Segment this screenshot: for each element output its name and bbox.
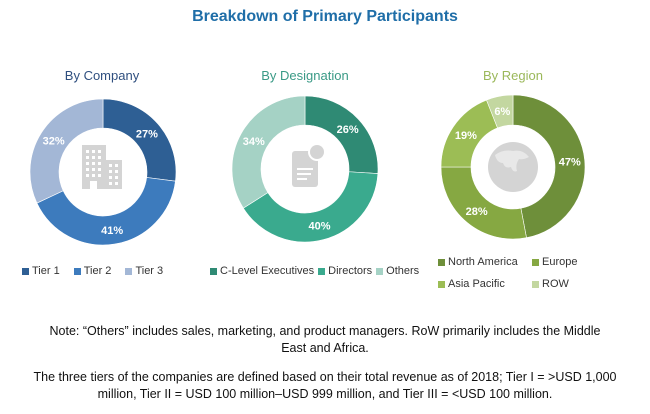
data-label: 40%	[309, 221, 331, 233]
note-line-3: The three tiers of the companies are def…	[33, 370, 617, 384]
building-icon	[82, 145, 122, 189]
data-label: 26%	[337, 124, 359, 136]
legend-label: Europe	[542, 256, 578, 268]
legend-item: Others	[376, 265, 419, 277]
legend-swatch	[532, 281, 539, 288]
note-line-4: million, Tier II = USD 100 million–USD 9…	[97, 387, 553, 401]
legend-swatch	[73, 267, 81, 275]
legend-swatch	[125, 267, 133, 275]
donut-slice-tier-3	[29, 98, 104, 204]
data-label: 27%	[136, 128, 158, 140]
legend-swatch	[210, 267, 217, 275]
legend-label: Tier 3	[135, 265, 164, 277]
donut-slice-north-america	[512, 94, 586, 239]
legend-label: ROW	[542, 278, 569, 290]
legend-item: C-Level Executives	[210, 265, 314, 277]
subtitle-by-company: By Company	[64, 68, 140, 83]
data-label: 19%	[455, 130, 477, 142]
legend-item: Tier 2	[73, 265, 112, 277]
document-icon	[292, 143, 326, 187]
data-label: 6%	[494, 106, 510, 118]
data-label: 32%	[43, 136, 65, 148]
legend-label: Asia Pacific	[448, 278, 505, 290]
legend-item: Tier 3	[125, 265, 163, 277]
legend-item: Tier 1	[22, 265, 60, 277]
subtitle-by-region: By Region	[483, 68, 543, 83]
legend-swatch	[438, 259, 445, 266]
legend-label: Others	[386, 265, 420, 277]
subtitle-by-designation: By Designation	[261, 68, 349, 83]
legend-item: Europe	[532, 252, 624, 273]
note-line-1: Note: “Others” includes sales, marketing…	[49, 324, 601, 338]
legend-item: Asia Pacific	[438, 274, 530, 295]
donut-charts: 27% 41% 32% 26% 40% 34% 47% 28% 19% 6%	[29, 94, 586, 246]
donut-0: 27% 41% 32%	[29, 98, 177, 246]
legend-company: Tier 1 Tier 2 Tier 3	[22, 265, 177, 278]
data-label: 47%	[559, 157, 581, 169]
legend-swatch	[438, 281, 445, 288]
legend-region: North America Europe Asia Pacific ROW	[438, 252, 638, 296]
globe-icon	[488, 142, 538, 192]
donut-1: 26% 40% 34%	[231, 95, 379, 243]
legend-label: C-Level Executives	[220, 265, 315, 277]
legend-designation: C-Level Executives Directors Others	[210, 265, 423, 278]
donut-2: 47% 28% 19% 6%	[440, 94, 586, 240]
legend-swatch	[532, 259, 539, 266]
note-line-2: East and Africa.	[281, 341, 369, 355]
legend-label: Tier 1	[32, 265, 60, 277]
legend-label: Directors	[328, 265, 373, 277]
legend-swatch	[22, 267, 29, 275]
legend-label: Tier 2	[83, 265, 112, 277]
donut-slice-directors	[242, 171, 379, 243]
donut-slice-others	[231, 95, 306, 209]
data-label: 28%	[466, 206, 488, 218]
legend-label: North America	[448, 256, 518, 268]
legend-item: North America	[438, 252, 530, 273]
data-label: 34%	[243, 136, 265, 148]
legend-swatch	[376, 267, 384, 275]
legend-swatch	[318, 267, 326, 275]
legend-item: Directors	[318, 265, 372, 277]
chart-title: Breakdown of Primary Participants	[192, 8, 458, 25]
data-label: 41%	[101, 225, 123, 237]
donut-slice-tier-2	[36, 177, 176, 246]
donut-slice-row	[486, 94, 514, 129]
legend-item: ROW	[532, 274, 624, 295]
